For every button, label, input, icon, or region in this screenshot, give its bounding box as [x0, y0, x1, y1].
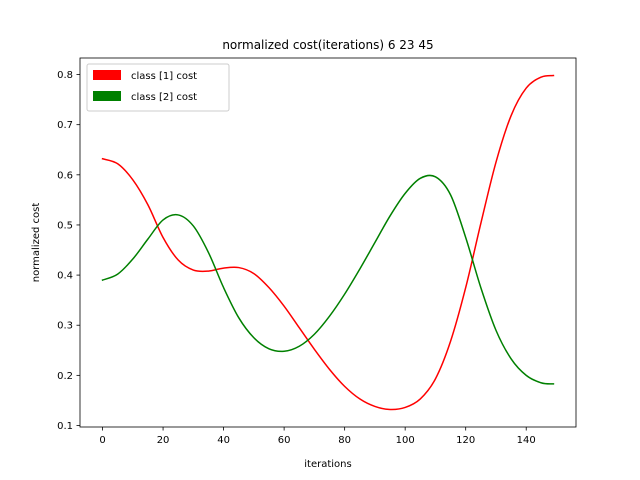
y-tick-label: 0.5: [57, 220, 73, 231]
legend-swatch-1: [93, 70, 121, 80]
x-tick-label: 40: [217, 435, 230, 446]
x-tick-label: 80: [338, 435, 351, 446]
legend-label-1: class [1] cost: [131, 71, 197, 82]
legend-entries: class [1] cost class [2] cost: [93, 70, 197, 103]
y-tick-label: 0.8: [57, 70, 73, 81]
x-axis: 0 20 40 60 80 100 120 140: [99, 427, 536, 446]
y-tick-label: 0.3: [57, 321, 73, 332]
y-axis-label: normalized cost: [31, 203, 42, 283]
series-line-1: [101, 74, 555, 411]
x-tick-label: 0: [99, 435, 105, 446]
x-tick-label: 140: [517, 435, 536, 446]
x-axis-label: iterations: [304, 459, 351, 470]
y-tick-label: 0.4: [57, 271, 73, 282]
y-axis: 0.1 0.2 0.3 0.4 0.5 0.6 0.7 0.8: [57, 70, 80, 432]
legend-label-2: class [2] cost: [131, 92, 197, 103]
legend-box: [86, 63, 230, 112]
series-layer: [101, 74, 555, 411]
y-tick-label: 0.1: [57, 421, 73, 432]
x-tick-label: 20: [157, 435, 170, 446]
x-tick-label: 120: [456, 435, 475, 446]
series-line-2: [101, 174, 555, 385]
y-tick-label: 0.7: [57, 120, 73, 131]
chart-title: normalized cost(iterations) 6 23 45: [222, 38, 433, 52]
y-tick-label: 0.6: [57, 170, 73, 181]
y-tick-label: 0.2: [57, 371, 73, 382]
x-tick-label: 60: [278, 435, 291, 446]
axes-frame: [79, 57, 577, 428]
plot-area: [79, 57, 577, 428]
legend: class [1] cost class [2] cost: [86, 63, 230, 112]
x-tick-label: 100: [396, 435, 415, 446]
legend-swatch-2: [93, 91, 121, 101]
